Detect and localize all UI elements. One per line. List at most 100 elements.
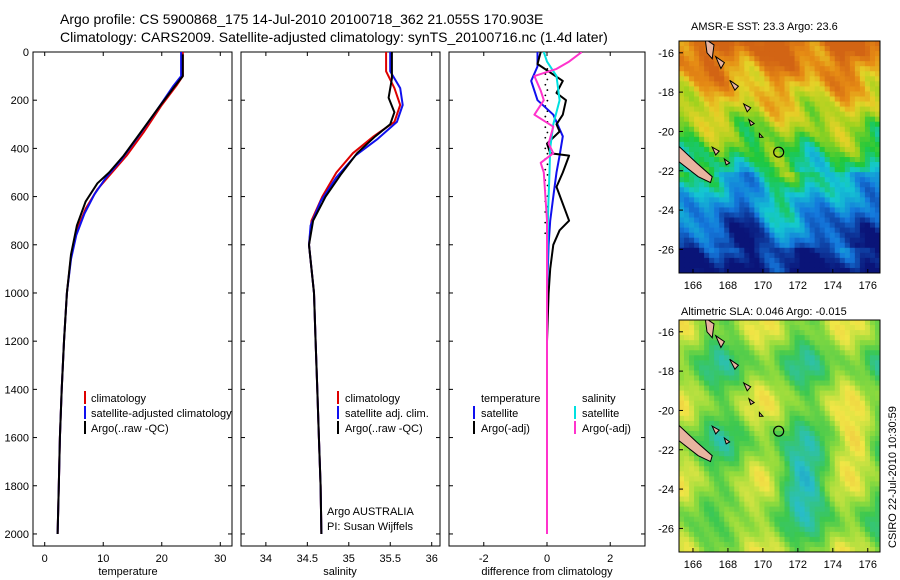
- heatmap-cell: [764, 61, 771, 67]
- heatmap-cell: [729, 420, 735, 427]
- heatmap-cell: [769, 247, 776, 254]
- heatmap-cell: [759, 335, 766, 341]
- x-tick-label: 172: [789, 559, 807, 571]
- heatmap-cell: [829, 380, 836, 387]
- heatmap-cell: [704, 360, 710, 366]
- heatmap-cell: [869, 456, 876, 462]
- heatmap-cell: [784, 197, 791, 203]
- heatmap-cell: [754, 425, 761, 432]
- heatmap-cell: [734, 390, 740, 397]
- heatmap-cell: [784, 441, 791, 447]
- coastline-island: [758, 411, 765, 417]
- heatmap-cell: [749, 370, 755, 377]
- heatmap-cell: [834, 207, 841, 214]
- heatmap-cell: [724, 410, 730, 417]
- heatmap-cell: [819, 425, 826, 432]
- heatmap-cell: [849, 157, 856, 163]
- heatmap-cell: [829, 136, 836, 143]
- heatmap-cell: [724, 257, 730, 264]
- heatmap-cell: [854, 536, 861, 543]
- heatmap-cell: [714, 151, 720, 158]
- heatmap-cell: [819, 51, 826, 57]
- heatmap-cell: [844, 172, 851, 178]
- heatmap-cell: [869, 531, 876, 538]
- heatmap-cell: [839, 237, 846, 244]
- heatmap-cell: [769, 380, 776, 387]
- heatmap-cell: [689, 360, 695, 366]
- heatmap-cell: [809, 202, 816, 209]
- heatmap-cell: [709, 536, 715, 543]
- heatmap-cell: [724, 471, 730, 477]
- heatmap-cell: [824, 436, 831, 442]
- heatmap-cell: [744, 400, 750, 407]
- heatmap-cell: [869, 136, 876, 143]
- heatmap-cell: [779, 516, 786, 523]
- heatmap-cell: [739, 446, 745, 452]
- heatmap-cell: [724, 76, 730, 82]
- heatmap-cell: [814, 436, 821, 442]
- heatmap-cell: [814, 227, 821, 234]
- heatmap-cell: [734, 187, 740, 193]
- heatmap-cell: [754, 96, 761, 103]
- heatmap-cell: [699, 325, 705, 331]
- heatmap-cell: [679, 330, 685, 336]
- heatmap-cell: [724, 451, 730, 457]
- heatmap-cell: [789, 330, 796, 336]
- heatmap-cell: [864, 441, 871, 447]
- sla-map-frame: [678, 319, 881, 553]
- heatmap-cell: [849, 111, 856, 118]
- heatmap-cell: [869, 541, 876, 548]
- heatmap-cell: [864, 451, 871, 457]
- heatmap-cell: [804, 177, 811, 183]
- heatmap-cell: [689, 126, 695, 133]
- heatmap-cell: [779, 252, 786, 259]
- heatmap-cell: [679, 257, 685, 264]
- heatmap-cell: [849, 247, 856, 254]
- heatmap-cell: [829, 511, 836, 518]
- heatmap-cell: [749, 325, 755, 331]
- heatmap-cell: [849, 395, 856, 402]
- heatmap-cell: [694, 506, 700, 513]
- heatmap-cell: [784, 41, 791, 47]
- heatmap-cell: [684, 252, 690, 259]
- heatmap-cell: [814, 207, 821, 214]
- heatmap-cell: [754, 131, 761, 138]
- heatmap-cell: [759, 360, 766, 366]
- heatmap-cell: [819, 410, 826, 417]
- heatmap-cell: [874, 81, 880, 87]
- heatmap-cell: [834, 405, 841, 412]
- heatmap-cell: [804, 207, 811, 214]
- heatmap-cell: [864, 395, 871, 402]
- heatmap-cell: [804, 436, 811, 442]
- heatmap-cell: [844, 471, 851, 477]
- heatmap-cell: [784, 531, 791, 538]
- heatmap-cell: [784, 451, 791, 457]
- heatmap-cell: [719, 197, 725, 203]
- heatmap-cell: [874, 546, 880, 552]
- heatmap-cell: [699, 136, 705, 143]
- heatmap-cell: [694, 177, 700, 183]
- heatmap-cell: [859, 365, 866, 372]
- heatmap-cell: [744, 320, 750, 326]
- heatmap-cell: [709, 451, 715, 457]
- heatmap-cell: [709, 486, 715, 493]
- heatmap-cell: [769, 76, 776, 82]
- heatmap-cell: [709, 340, 715, 346]
- heatmap-cell: [769, 430, 776, 437]
- coastline-island: [729, 358, 740, 371]
- heatmap-cell: [829, 242, 836, 249]
- heatmap-cell: [809, 516, 816, 523]
- heatmap-cell: [769, 390, 776, 397]
- heatmap-cell: [859, 335, 866, 341]
- heatmap-cell: [724, 380, 730, 387]
- heatmap-cell: [769, 252, 776, 259]
- heatmap-cell: [774, 151, 781, 158]
- heatmap-cell: [699, 511, 705, 518]
- heatmap-cell: [799, 187, 806, 193]
- heatmap-cell: [869, 202, 876, 209]
- heatmap-cell: [769, 456, 776, 462]
- heatmap-cell: [759, 325, 766, 331]
- heatmap-cell: [719, 466, 725, 472]
- heatmap-cell: [864, 486, 871, 493]
- heatmap-cell: [694, 146, 700, 153]
